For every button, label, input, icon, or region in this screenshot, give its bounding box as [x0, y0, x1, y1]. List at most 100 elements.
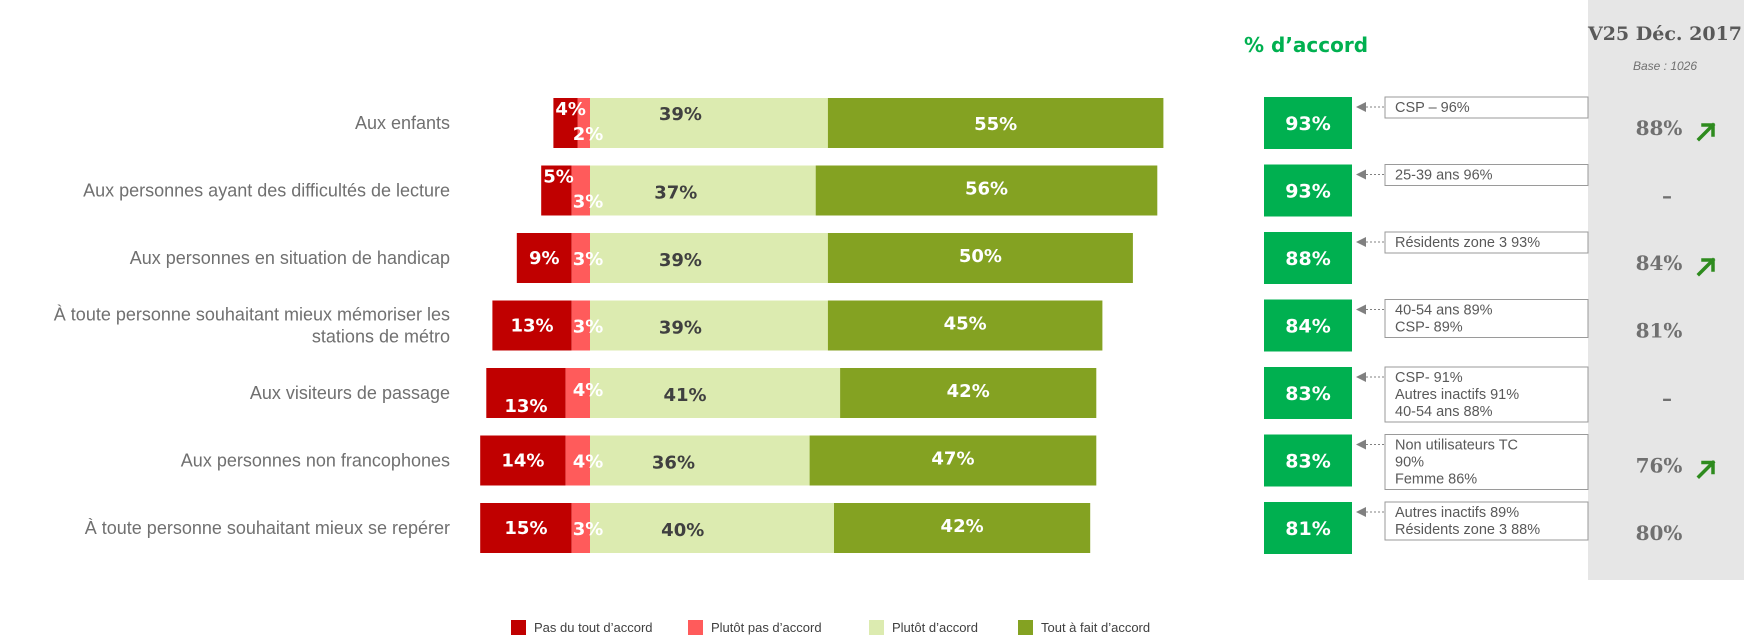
bar-segment — [840, 368, 1097, 418]
previous-value: 76% — [1636, 454, 1683, 478]
chart-row: À toute personne souhaitant mieux se rep… — [85, 501, 1682, 554]
chart-row: Aux visiteurs de passage 13% 4% 41% 42% 83% CS… — [250, 366, 1672, 423]
data-label: 3% — [573, 317, 604, 338]
accord-box — [1264, 434, 1352, 487]
legend-label: Plutôt d’accord — [892, 620, 978, 635]
note-box — [1384, 501, 1589, 541]
bar-segment — [827, 98, 1164, 148]
chart-row: Aux enfants 4% 2% 39% 55% 93% CSP – 96% 88% — [355, 96, 1716, 149]
connector-arrow-icon — [1356, 169, 1366, 180]
chart-row: Aux personnes en situation de handicap 9%… — [130, 231, 1716, 284]
data-label: 2% — [573, 124, 604, 145]
data-label: 9% — [529, 248, 560, 269]
bar-segment — [516, 233, 572, 283]
legend-label: Tout à fait d’accord — [1041, 620, 1150, 635]
category-label: À toute personne souhaitant mieux se rep… — [85, 518, 450, 538]
connector-arrow-icon — [1356, 439, 1366, 450]
bar-segment — [590, 503, 834, 553]
bar-segment — [492, 300, 572, 351]
accord-box — [1264, 299, 1352, 352]
data-label: 41% — [663, 385, 706, 406]
accord-box — [1264, 164, 1352, 217]
connector-arrow-icon — [1356, 102, 1366, 112]
note-box — [1384, 231, 1589, 254]
note-line: 40-54 ans 89% — [1395, 303, 1493, 319]
bar-segment — [577, 98, 590, 148]
data-label: 13% — [504, 396, 547, 417]
legend-swatch — [1018, 620, 1033, 635]
legend-swatch — [511, 620, 526, 635]
data-label: 3% — [573, 192, 604, 213]
note-line: 40-54 ans 88% — [1395, 404, 1493, 420]
trend-up-arrow-icon — [1696, 460, 1716, 479]
legend-item: Plutôt pas d’accord — [688, 620, 822, 635]
data-label: 40% — [661, 520, 704, 541]
accord-box — [1264, 367, 1352, 419]
accord-heading: % d’accord — [1244, 33, 1368, 57]
accord-value: 93% — [1285, 113, 1330, 135]
category-label: stations de métro — [312, 327, 450, 347]
bar-segment — [590, 300, 828, 351]
data-label: 5% — [543, 167, 574, 188]
note-box — [1384, 299, 1589, 338]
data-label: 4% — [573, 452, 604, 473]
trend-up-arrow-icon — [1696, 122, 1716, 142]
category-label: Aux personnes ayant des difficultés de l… — [83, 181, 450, 201]
previous-value: – — [1662, 386, 1672, 410]
previous-value: 88% — [1636, 116, 1683, 140]
bar-segment — [590, 98, 828, 148]
accord-value: 93% — [1285, 181, 1330, 203]
bar-segment — [590, 435, 810, 486]
data-label: 3% — [573, 249, 604, 270]
data-label: 45% — [944, 314, 987, 335]
data-label: 13% — [511, 316, 554, 337]
data-label: 47% — [931, 449, 974, 470]
bar-segment — [480, 435, 566, 486]
bar-segment — [571, 233, 590, 283]
note-line: Résidents zone 3 93% — [1395, 235, 1540, 251]
bar-segment — [571, 503, 590, 553]
category-label: Aux enfants — [355, 113, 450, 133]
data-label: 4% — [555, 99, 586, 120]
data-label: 39% — [659, 250, 702, 271]
legend-label: Pas du tout d’accord — [534, 620, 653, 635]
bar-segment — [480, 503, 572, 553]
accord-value: 81% — [1285, 518, 1330, 540]
data-label: 39% — [659, 104, 702, 125]
data-label: 56% — [965, 179, 1008, 200]
bar-segment — [590, 233, 828, 283]
bar-segment — [571, 300, 590, 351]
data-label: 15% — [504, 518, 547, 539]
previous-value: 81% — [1636, 319, 1683, 343]
data-label: 4% — [573, 380, 604, 401]
legend-item: Pas du tout d’accord — [511, 620, 653, 635]
previous-wave-base: Base : 1026 — [1633, 59, 1697, 73]
note-box — [1384, 434, 1589, 490]
data-label: 37% — [654, 183, 697, 204]
category-label: Aux personnes en situation de handicap — [130, 248, 450, 268]
bar-segment — [815, 165, 1158, 216]
data-label: 55% — [974, 114, 1017, 135]
bar-segment — [565, 435, 590, 486]
legend-item: Tout à fait d’accord — [1018, 620, 1150, 635]
note-line: CSP- 91% — [1395, 370, 1463, 386]
connector-arrow-icon — [1356, 304, 1366, 315]
note-line: Femme 86% — [1395, 472, 1477, 488]
data-label: 42% — [947, 381, 990, 402]
legend: Pas du tout d’accord Plutôt pas d’accord P… — [511, 620, 1150, 635]
bar-segment — [809, 435, 1097, 486]
data-label: 3% — [573, 519, 604, 540]
note-box — [1384, 96, 1589, 119]
note-box — [1384, 164, 1589, 186]
chart-row: À toute personne souhaitant mieux mémori… — [54, 299, 1683, 352]
data-label: 36% — [652, 453, 695, 474]
connector-arrow-icon — [1356, 372, 1366, 382]
accord-box — [1264, 502, 1352, 554]
bar-segment — [565, 368, 590, 418]
category-label: Aux personnes non francophones — [181, 451, 450, 471]
data-label: 42% — [941, 516, 984, 537]
bar-segment — [834, 503, 1091, 553]
